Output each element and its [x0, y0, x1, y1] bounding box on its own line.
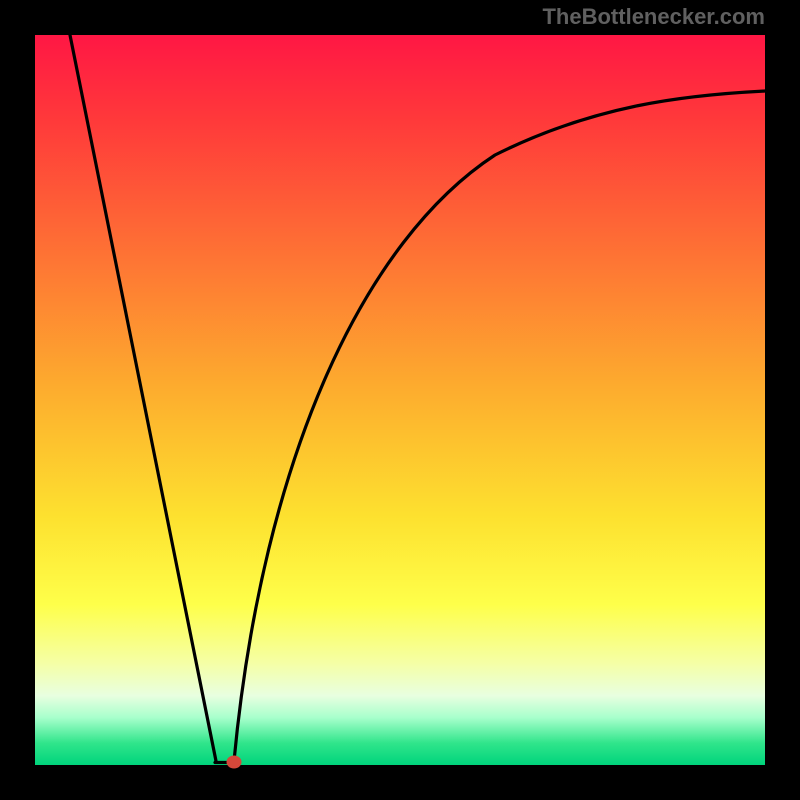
optimal-point-marker	[227, 756, 242, 769]
bottleneck-curve	[35, 35, 765, 765]
plot-area	[35, 35, 765, 765]
attribution-text: TheBottlenecker.com	[542, 6, 765, 28]
curve-path	[70, 35, 765, 763]
